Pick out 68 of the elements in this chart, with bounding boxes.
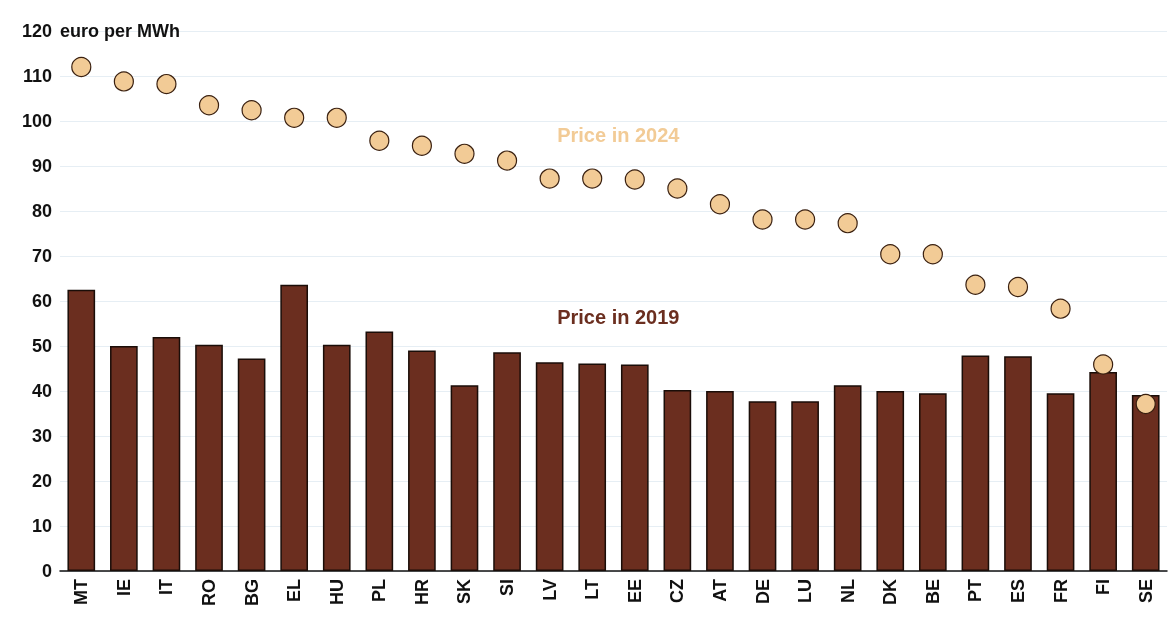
y-tick-label: 70 xyxy=(31,246,52,266)
x-tick-label: HU xyxy=(326,579,347,605)
point xyxy=(709,194,731,215)
y-tick-label: 110 xyxy=(22,66,52,86)
series-label: Price in 2019 xyxy=(557,306,680,329)
x-tick-label: BG xyxy=(241,579,262,606)
point xyxy=(326,107,347,128)
x-tick-label: NL xyxy=(837,579,858,603)
point xyxy=(241,100,262,121)
x-tick-label: PL xyxy=(369,579,390,603)
y-tick-label: 40 xyxy=(31,381,52,401)
point xyxy=(965,274,986,295)
x-tick-label: RO xyxy=(199,579,220,606)
point xyxy=(198,95,220,116)
point xyxy=(795,209,816,230)
y-tick-label: 80 xyxy=(31,201,52,221)
x-tick-label: BE xyxy=(922,579,943,605)
point xyxy=(922,244,943,265)
y-tick-label: 90 xyxy=(31,156,52,176)
x-tick-label: FI xyxy=(1093,579,1114,595)
point xyxy=(667,178,688,199)
y-tick-label: 120 xyxy=(21,21,52,41)
point xyxy=(284,107,305,128)
x-tick-label: CZ xyxy=(667,579,688,603)
y-tick-label: 60 xyxy=(31,291,52,311)
y-tick-label: 100 xyxy=(21,111,52,131)
x-tick-label: SE xyxy=(1135,579,1156,604)
x-tick-label: DK xyxy=(880,579,901,605)
x-tick-label: ES xyxy=(1007,579,1028,604)
y-tick-label: 30 xyxy=(31,426,52,446)
x-tick-label: SI xyxy=(497,579,518,597)
x-tick-label: AT xyxy=(709,579,730,602)
x-tick-label: IT xyxy=(156,579,177,595)
point xyxy=(113,71,134,92)
x-tick-label: LT xyxy=(582,579,603,600)
point xyxy=(837,213,858,234)
point xyxy=(496,150,518,171)
x-tick-label: PT xyxy=(965,579,986,603)
x-tick-label: MT xyxy=(71,579,92,605)
point xyxy=(1135,393,1156,415)
y-tick-label: 0 xyxy=(41,561,52,581)
y-tick-label: 10 xyxy=(31,516,52,536)
series-label: Price in 2024 xyxy=(557,124,681,147)
x-tick-label: FR xyxy=(1050,579,1071,603)
x-tick-label: EE xyxy=(624,579,645,604)
point xyxy=(1050,298,1071,319)
x-tick-label: LV xyxy=(539,579,560,601)
point xyxy=(1007,276,1029,298)
y-axis-title: euro per MWh xyxy=(60,21,180,41)
point xyxy=(369,130,390,151)
x-tick-label: EL xyxy=(284,579,305,603)
x-tick-label: LU xyxy=(795,579,816,603)
y-tick-label: 20 xyxy=(31,471,52,491)
point xyxy=(454,143,475,164)
point xyxy=(752,209,773,230)
point xyxy=(71,56,92,78)
x-tick-label: SK xyxy=(454,579,475,605)
point xyxy=(411,135,432,156)
y-tick-label: 50 xyxy=(31,336,52,356)
point xyxy=(582,168,603,189)
x-tick-label: DE xyxy=(752,579,773,605)
point xyxy=(880,244,901,265)
point xyxy=(539,168,560,189)
point xyxy=(624,169,645,190)
point xyxy=(1093,354,1114,375)
x-tick-label: HR xyxy=(411,579,432,605)
x-tick-label: IE xyxy=(113,579,134,597)
point xyxy=(156,74,177,95)
